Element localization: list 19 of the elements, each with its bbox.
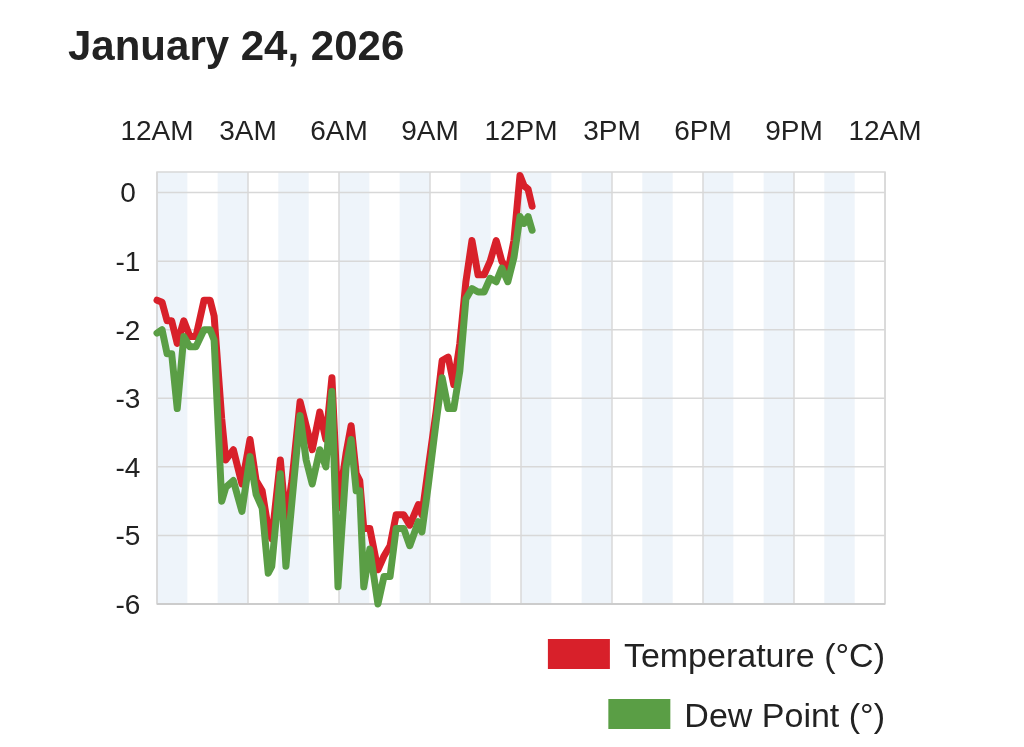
y-tick-label: -5 — [115, 520, 141, 552]
y-tick-label: -4 — [115, 451, 141, 483]
x-tick-label: 6AM — [310, 115, 368, 146]
x-tick-label: 3AM — [219, 115, 277, 146]
x-tick-label: 6PM — [674, 115, 732, 146]
x-tick-label: 3PM — [583, 115, 641, 146]
legend-label: Temperature (°C) — [623, 635, 885, 674]
x-tick-label: 12AM — [120, 115, 194, 146]
y-tick-label: -6 — [115, 588, 141, 620]
y-tick-label: -1 — [115, 245, 141, 277]
chart-title: January 24, 2026 — [68, 22, 405, 69]
x-tick-label: 12AM — [848, 115, 922, 146]
y-tick-label: 0 — [120, 177, 136, 209]
y-tick-label: -2 — [115, 314, 141, 346]
legend-label: Dew Point (°) — [684, 695, 885, 734]
y-tick-label: -3 — [115, 383, 141, 415]
x-tick-label: 9PM — [765, 115, 823, 146]
x-tick-label: 9AM — [401, 115, 459, 146]
x-tick-label: 12PM — [484, 115, 558, 146]
